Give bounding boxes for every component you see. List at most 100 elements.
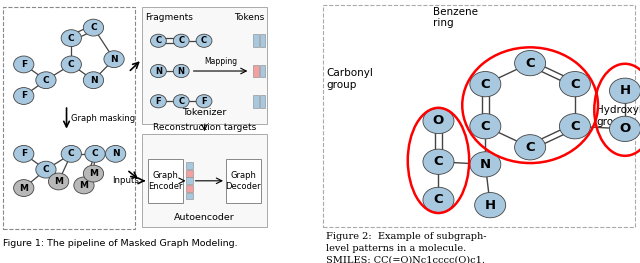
Text: C: C: [68, 149, 75, 158]
Circle shape: [85, 145, 105, 162]
Circle shape: [559, 72, 591, 97]
Text: C: C: [68, 60, 75, 69]
Circle shape: [173, 95, 189, 108]
Text: Inputs: Inputs: [112, 176, 139, 185]
Circle shape: [61, 56, 81, 73]
Text: Autoencoder: Autoencoder: [174, 213, 235, 222]
Circle shape: [49, 173, 68, 190]
Circle shape: [106, 145, 126, 162]
FancyBboxPatch shape: [186, 170, 193, 177]
Text: Hydroxyl
group: Hydroxyl group: [596, 105, 640, 127]
FancyBboxPatch shape: [186, 193, 193, 199]
Circle shape: [13, 56, 34, 73]
Circle shape: [196, 95, 212, 108]
Text: C: C: [525, 57, 535, 70]
Text: H: H: [484, 199, 496, 212]
Circle shape: [83, 19, 104, 36]
Circle shape: [173, 64, 189, 78]
Circle shape: [423, 187, 454, 213]
Text: C: C: [570, 120, 580, 133]
Circle shape: [470, 152, 501, 177]
Circle shape: [559, 114, 591, 139]
Text: Graph masking: Graph masking: [71, 114, 136, 123]
Text: C: C: [201, 36, 207, 45]
Text: Fragments: Fragments: [145, 13, 193, 22]
Circle shape: [515, 50, 546, 76]
FancyBboxPatch shape: [186, 162, 193, 169]
Circle shape: [83, 72, 104, 89]
Text: H: H: [620, 84, 630, 97]
Text: C: C: [178, 97, 184, 106]
Text: Figure 1: The pipeline of Masked Graph Modeling.: Figure 1: The pipeline of Masked Graph M…: [3, 239, 238, 248]
Circle shape: [150, 95, 166, 108]
Circle shape: [83, 165, 104, 182]
Text: M: M: [54, 177, 63, 186]
Text: C: C: [68, 34, 75, 43]
Text: C: C: [92, 149, 99, 158]
Circle shape: [74, 177, 94, 194]
Text: M: M: [89, 169, 98, 178]
Circle shape: [609, 116, 640, 141]
Circle shape: [423, 149, 454, 174]
Circle shape: [61, 30, 81, 47]
Text: Tokens: Tokens: [234, 13, 265, 22]
Text: N: N: [178, 67, 185, 75]
Text: N: N: [155, 67, 162, 75]
Text: Figure 2:  Example of subgraph-
level patterns in a molecule.
SMILES: CC(=O)Nc1c: Figure 2: Example of subgraph- level pat…: [326, 232, 487, 263]
Circle shape: [196, 34, 212, 47]
Circle shape: [423, 108, 454, 134]
Text: Benzene
ring: Benzene ring: [433, 7, 478, 28]
Circle shape: [13, 145, 34, 162]
Text: M: M: [19, 184, 28, 193]
Text: F: F: [156, 97, 161, 106]
Text: C: C: [481, 78, 490, 91]
Text: Mapping: Mapping: [204, 57, 237, 66]
FancyBboxPatch shape: [186, 177, 193, 184]
FancyBboxPatch shape: [323, 5, 635, 227]
Text: O: O: [620, 122, 630, 135]
Circle shape: [173, 34, 189, 47]
Circle shape: [36, 161, 56, 178]
Text: M: M: [79, 181, 88, 190]
FancyBboxPatch shape: [253, 65, 259, 77]
Text: C: C: [570, 78, 580, 91]
Text: N: N: [112, 149, 120, 158]
Text: C: C: [481, 120, 490, 133]
Circle shape: [13, 88, 34, 104]
Text: F: F: [20, 60, 27, 69]
Text: O: O: [433, 114, 444, 128]
Text: C: C: [156, 36, 161, 45]
Circle shape: [104, 51, 124, 68]
Text: C: C: [525, 141, 535, 154]
Circle shape: [470, 72, 501, 97]
Text: C: C: [43, 76, 49, 85]
Text: Graph
Encoder: Graph Encoder: [148, 171, 183, 191]
Text: N: N: [90, 76, 97, 85]
FancyBboxPatch shape: [253, 95, 259, 108]
Text: C: C: [43, 165, 49, 174]
FancyBboxPatch shape: [260, 65, 266, 77]
Text: C: C: [434, 155, 444, 168]
Circle shape: [609, 78, 640, 103]
Text: N: N: [110, 55, 118, 64]
FancyBboxPatch shape: [260, 95, 266, 108]
FancyBboxPatch shape: [142, 7, 267, 124]
Text: Tokenizer: Tokenizer: [182, 108, 227, 117]
Text: F: F: [20, 92, 27, 100]
Circle shape: [475, 193, 506, 218]
Text: Carbonyl
group: Carbonyl group: [326, 68, 373, 90]
FancyBboxPatch shape: [3, 7, 134, 229]
FancyBboxPatch shape: [253, 34, 259, 47]
Text: Reconstruction targets: Reconstruction targets: [153, 123, 256, 132]
FancyBboxPatch shape: [186, 185, 193, 192]
Text: Graph
Decoder: Graph Decoder: [225, 171, 261, 191]
Text: N: N: [480, 158, 491, 171]
Circle shape: [150, 34, 166, 47]
FancyBboxPatch shape: [226, 159, 260, 203]
Circle shape: [515, 135, 546, 160]
Circle shape: [13, 180, 34, 196]
FancyBboxPatch shape: [148, 159, 183, 203]
Text: C: C: [434, 193, 444, 206]
Text: F: F: [201, 97, 207, 106]
Text: C: C: [178, 36, 184, 45]
